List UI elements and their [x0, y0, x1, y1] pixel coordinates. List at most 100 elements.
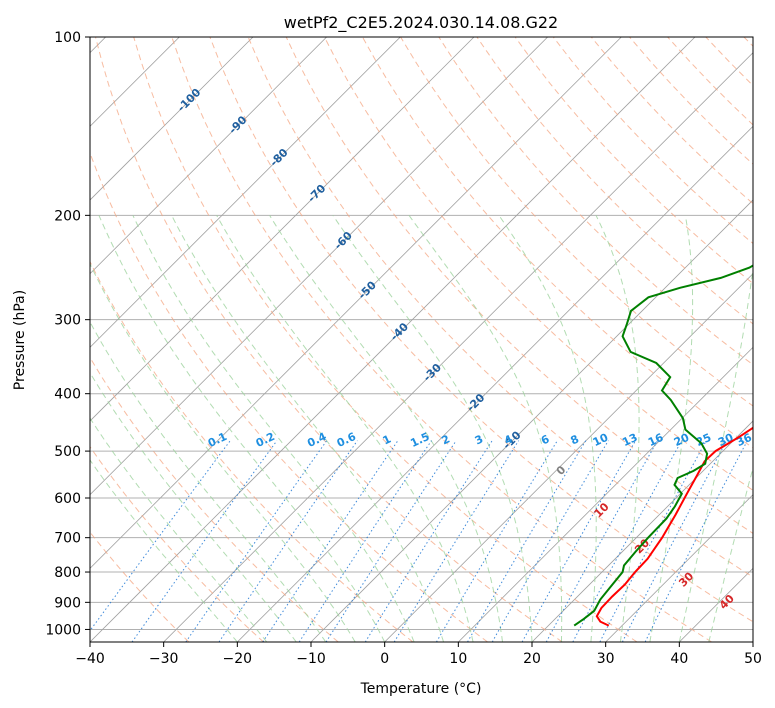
dry-adiabat — [514, 37, 753, 285]
mixing-ratio-label: 25 — [694, 431, 713, 449]
isotherm-line — [90, 37, 696, 642]
isotherm-line — [90, 37, 254, 201]
dry-adiabat — [285, 37, 753, 535]
moist-adiabat — [90, 262, 356, 642]
mixing-ratio-label: 20 — [672, 431, 692, 449]
x-tick-label: −40 — [75, 651, 105, 667]
mixing-ratio-line — [467, 440, 587, 642]
dry-adiabat — [552, 37, 753, 245]
mixing-ratio-label: 36 — [734, 431, 754, 449]
mixing-ratio-line — [545, 440, 659, 642]
mixing-ratio-line — [393, 440, 520, 642]
dry-adiabat — [95, 37, 563, 642]
y-tick-label: 900 — [54, 595, 81, 611]
dry-adiabat — [171, 37, 712, 642]
mixing-ratio-line — [364, 440, 493, 642]
moist-adiabat — [332, 215, 533, 642]
isotherm-line — [90, 37, 548, 496]
moist-adiabat-label: 10 — [592, 500, 612, 520]
moist-adiabat — [678, 264, 753, 642]
dry-adiabat — [133, 37, 638, 642]
isotherm-label: -20 — [464, 391, 487, 414]
moist-adiabat — [171, 215, 445, 642]
mixing-ratio-line — [521, 440, 637, 642]
x-tick-label: −20 — [223, 651, 253, 667]
dry-adiabat — [438, 37, 753, 366]
dry-adiabat — [90, 151, 488, 642]
isotherm-label: -30 — [421, 361, 444, 384]
moist-adiabat — [90, 459, 238, 642]
moist-adiabat — [269, 215, 503, 642]
moist-adiabat — [90, 321, 327, 642]
mixing-ratio-line — [131, 440, 278, 642]
mixing-ratio-line — [599, 440, 707, 642]
moist-adiabat — [90, 371, 297, 642]
isotherm-line — [90, 37, 401, 348]
y-tick-label: 600 — [54, 491, 81, 507]
x-axis: −40 −30 −20 −10 0 10 20 30 40 50 — [75, 642, 762, 667]
moist-adiabat-label: 40 — [717, 592, 737, 612]
mixing-ratio-line — [185, 440, 328, 642]
mixing-ratio-label: 6 — [539, 432, 552, 447]
mixing-ratio-label: 1 — [381, 432, 393, 447]
dry-adiabat — [323, 37, 753, 491]
isotherm-label: -70 — [305, 182, 328, 205]
x-tick-label: 40 — [670, 651, 688, 667]
moist-adiabat — [90, 417, 268, 642]
isotherm-line — [90, 37, 475, 422]
dry-adiabat — [209, 37, 753, 623]
mixing-ratio-line — [435, 440, 558, 642]
x-tick-label: 30 — [597, 651, 615, 667]
isotherm-line — [90, 37, 327, 275]
mixing-ratio-line — [90, 440, 231, 632]
isotherm-line — [458, 346, 753, 642]
dry-adiabat — [705, 37, 753, 87]
y-axis: 1000 900 800 700 600 500 400 300 200 100 — [45, 30, 90, 638]
moist-adiabat — [216, 215, 474, 642]
moist-adiabat — [98, 215, 386, 642]
background-lines — [90, 37, 753, 642]
isotherm-line — [679, 567, 753, 642]
data-series — [573, 264, 753, 627]
x-tick-label: 20 — [523, 651, 541, 667]
x-tick-label: −30 — [149, 651, 179, 667]
isotherm-label: -90 — [226, 113, 249, 136]
chart-title: wetPf2_C2E5.2024.030.14.08.G22 — [284, 13, 558, 33]
mixing-ratio-label: 0.4 — [305, 430, 328, 450]
temperature-line — [595, 426, 753, 627]
y-tick-label: 400 — [54, 387, 81, 403]
isotherm-line — [531, 420, 753, 642]
mixing-ratio-label: 13 — [620, 431, 639, 449]
mixing-ratio-label: 16 — [646, 431, 666, 449]
y-tick-label: 800 — [54, 565, 81, 581]
y-tick-label: 1000 — [45, 622, 81, 638]
y-tick-label: 100 — [54, 30, 81, 46]
dry-adiabat — [90, 260, 414, 642]
isotherm-label: -50 — [356, 278, 379, 301]
dry-adiabat — [743, 37, 753, 47]
isotherm-label: -60 — [332, 229, 355, 252]
isotherm-label: -80 — [267, 146, 290, 169]
mixing-ratio-line — [262, 440, 399, 642]
line-annotations: -100-90-80-70-60-50-40-30-20-100.1 0.2 0.4… — [175, 86, 754, 612]
moist-adiabat — [132, 215, 415, 642]
mixing-ratio-line — [325, 440, 457, 642]
mixing-ratio-line — [644, 440, 748, 642]
mixing-ratio-label: 2 — [440, 432, 452, 447]
dry-adiabat — [247, 37, 753, 578]
x-axis-label: Temperature (°C) — [360, 681, 482, 697]
mixing-ratio-line — [572, 440, 683, 642]
isotherm-line — [310, 199, 753, 642]
x-tick-label: 0 — [380, 651, 389, 667]
x-tick-label: 10 — [449, 651, 467, 667]
x-tick-label: 50 — [744, 651, 762, 667]
isotherm-line — [752, 641, 753, 642]
mixing-ratio-label: 1.5 — [408, 430, 431, 450]
y-tick-label: 200 — [54, 208, 81, 224]
mixing-ratio-label: 10 — [591, 431, 611, 449]
y-tick-label: 300 — [54, 313, 81, 329]
isotherm-label: -100 — [175, 86, 204, 115]
y-tick-label: 500 — [54, 444, 81, 460]
mixing-ratio-label: 8 — [569, 432, 581, 447]
